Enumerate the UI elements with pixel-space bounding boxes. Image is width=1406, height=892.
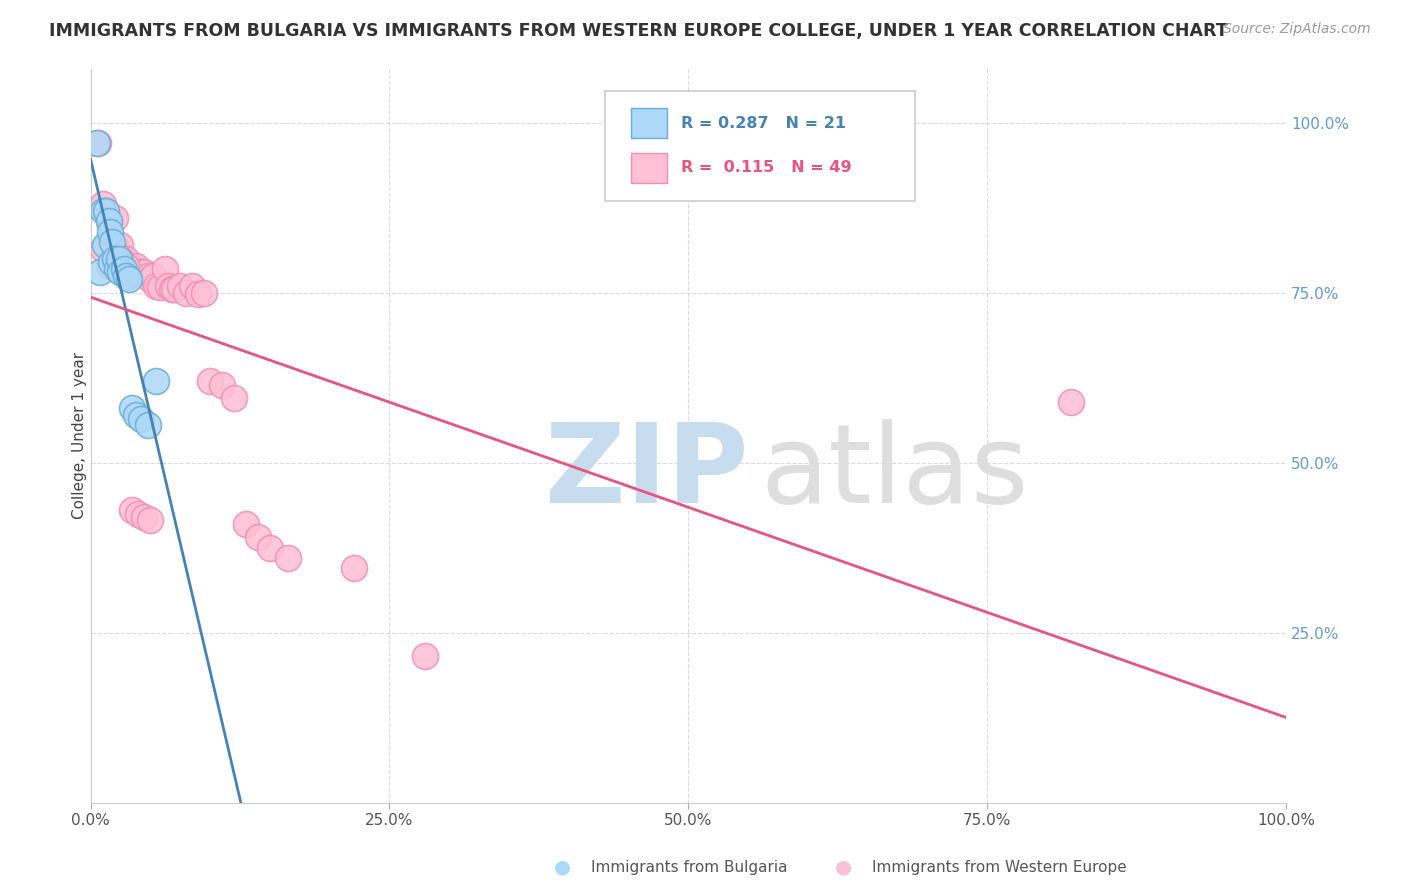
Y-axis label: College, Under 1 year: College, Under 1 year (72, 352, 87, 519)
Text: ●: ● (554, 857, 571, 877)
Point (103, 252, 125, 266)
Point (160, 282, 183, 296)
Point (101, 235, 124, 249)
Point (97, 214, 120, 228)
Point (100, 255, 122, 269)
Point (97, 259, 120, 273)
Point (108, 252, 131, 266)
Point (103, 211, 125, 225)
Text: Immigrants from Western Europe: Immigrants from Western Europe (872, 860, 1126, 874)
Point (105, 242, 128, 256)
Point (198, 374, 221, 388)
Bar (631, 153, 666, 183)
Text: R =  0.115   N = 49: R = 0.115 N = 49 (681, 161, 852, 176)
Text: Source: ZipAtlas.com: Source: ZipAtlas.com (1223, 22, 1371, 37)
Point (105, 262, 128, 277)
Point (103, 245, 125, 260)
Text: ●: ● (835, 857, 852, 877)
Point (277, 550, 299, 565)
Bar (631, 109, 666, 137)
Point (174, 285, 197, 300)
Point (87, 136, 110, 151)
Point (121, 503, 143, 517)
Point (96, 204, 118, 219)
Text: IMMIGRANTS FROM BULGARIA VS IMMIGRANTS FROM WESTERN EUROPE COLLEGE, UNDER 1 YEAR: IMMIGRANTS FROM BULGARIA VS IMMIGRANTS F… (49, 22, 1227, 40)
Point (149, 280, 172, 294)
Point (127, 265, 149, 279)
Point (127, 507, 149, 521)
Point (112, 262, 135, 277)
Point (134, 265, 156, 279)
Text: ZIP: ZIP (546, 418, 748, 525)
Point (136, 268, 159, 283)
Point (163, 282, 186, 296)
Point (193, 285, 215, 300)
Point (342, 561, 364, 575)
Point (110, 252, 132, 266)
Point (169, 279, 191, 293)
Point (187, 287, 209, 301)
Point (115, 268, 138, 283)
Point (96, 204, 118, 219)
Point (112, 262, 135, 277)
Point (153, 262, 176, 277)
Point (115, 259, 138, 273)
Point (139, 513, 162, 527)
Point (98, 225, 121, 239)
Point (139, 272, 162, 286)
Point (101, 238, 124, 252)
Point (86, 136, 108, 151)
Point (181, 279, 204, 293)
Point (246, 531, 269, 545)
Point (91, 242, 114, 256)
Point (142, 268, 165, 283)
Text: R = 0.287   N = 21: R = 0.287 N = 21 (681, 116, 846, 130)
Text: atlas: atlas (761, 418, 1029, 525)
Point (129, 411, 152, 425)
Point (118, 268, 141, 283)
Point (118, 272, 141, 286)
Point (97, 214, 120, 228)
Point (235, 516, 257, 531)
Point (129, 265, 152, 279)
Point (145, 374, 167, 388)
Point (134, 510, 156, 524)
FancyBboxPatch shape (605, 91, 915, 201)
Point (110, 238, 132, 252)
Text: Immigrants from Bulgaria: Immigrants from Bulgaria (591, 860, 787, 874)
Point (91, 197, 114, 211)
Point (115, 252, 138, 266)
Point (211, 377, 233, 392)
Point (121, 259, 143, 273)
Point (125, 408, 148, 422)
Point (121, 401, 143, 416)
Point (1060, 394, 1083, 409)
Point (413, 649, 436, 664)
Point (222, 391, 245, 405)
Point (125, 259, 148, 273)
Point (259, 541, 281, 555)
Point (145, 279, 167, 293)
Point (157, 279, 180, 293)
Point (89, 265, 111, 279)
Point (94, 238, 117, 252)
Point (136, 418, 159, 433)
Point (91, 204, 114, 219)
Point (110, 265, 132, 279)
